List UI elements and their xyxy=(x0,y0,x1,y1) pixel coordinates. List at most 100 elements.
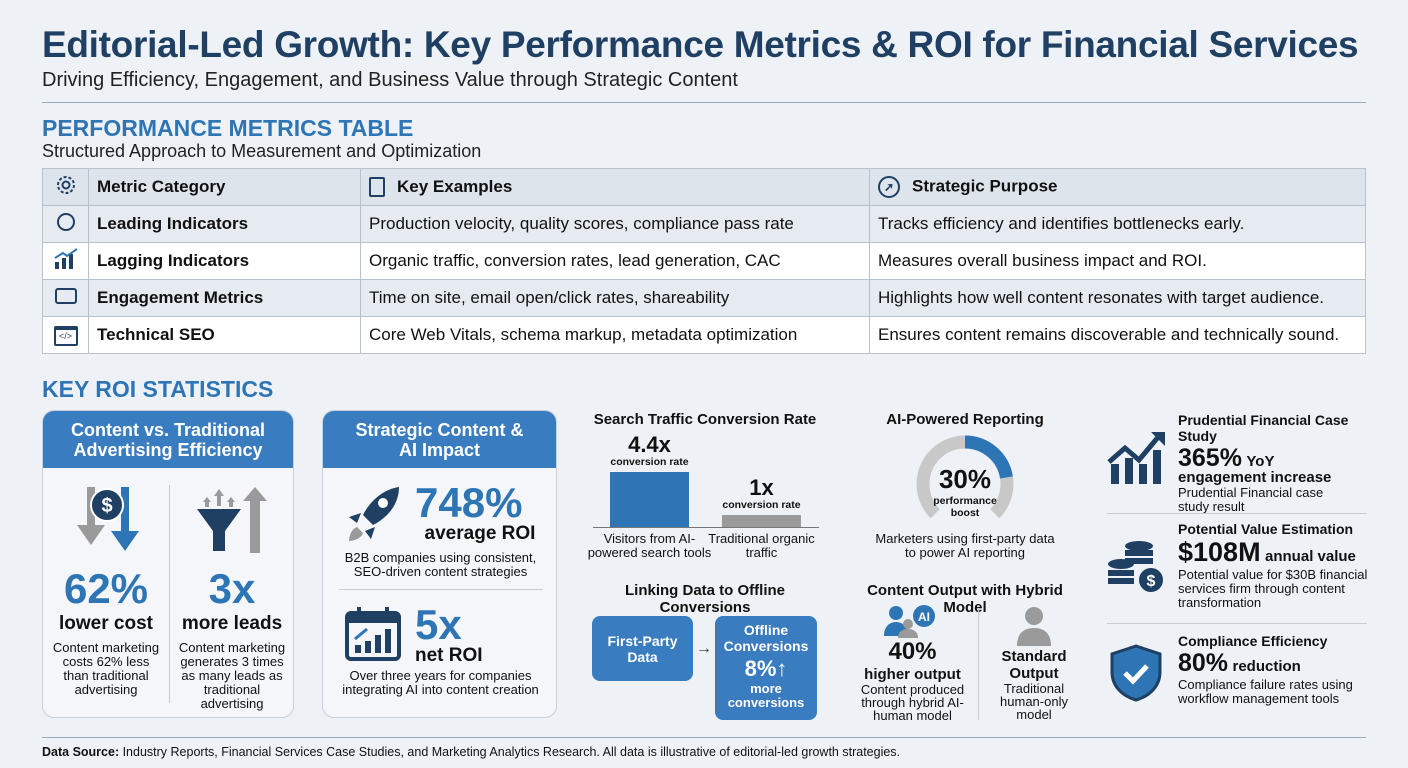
person-icon xyxy=(1017,607,1051,646)
divider xyxy=(42,102,1366,103)
metrics-table: Metric Category Key Examples ➚ Strategic … xyxy=(42,168,1366,354)
cell-examples: Time on site, email open/click rates, sh… xyxy=(360,279,870,317)
performance-gauge xyxy=(916,435,1014,519)
bar-unit-label: conversion rate xyxy=(610,456,689,468)
side-desc: Potential value for $30B financial servi… xyxy=(1178,567,1368,610)
roi-section-title: KEY ROI STATISTICS xyxy=(42,376,274,402)
cell-purpose: Ensures content remains discoverable and… xyxy=(869,316,1366,354)
side-suffix: YoY xyxy=(1246,453,1275,470)
side-value: $108M xyxy=(1178,537,1261,567)
net-roi-desc: Over three years for companies integrati… xyxy=(342,668,539,697)
funnel-leads-icon xyxy=(197,487,267,553)
standard-label: Standard Output xyxy=(1001,648,1067,682)
table-row: Engagement Metrics Time on site, email op… xyxy=(42,279,1366,317)
hybrid-desc: Content produced through hybrid AI-human… xyxy=(860,682,965,723)
cell-examples: Core Web Vitals, schema markup, metadata… xyxy=(360,316,870,354)
offline-desc: more conversions xyxy=(727,681,805,710)
rocket-icon xyxy=(349,487,399,541)
footer-source: Data Source: Industry Reports, Financial… xyxy=(42,745,901,759)
standard-desc: Traditional human-only model xyxy=(1000,681,1068,722)
ai-impact-card: Strategic Content & AI Impact 748% avera… xyxy=(322,410,557,718)
gauge-fill xyxy=(964,435,1013,479)
cursor-click-icon xyxy=(42,279,89,317)
hybrid-value: 40% xyxy=(888,638,937,665)
page-subtitle: Driving Efficiency, Engagement, and Busi… xyxy=(42,69,738,91)
cell-category: Lagging Indicators xyxy=(88,242,361,280)
bar-unit-label: conversion rate xyxy=(722,498,801,511)
column-header: ➚ Strategic Purpose xyxy=(869,168,1366,206)
side-desc: Compliance failure rates using workflow … xyxy=(1178,677,1353,706)
cell-category: Leading Indicators xyxy=(88,205,361,243)
ai-reporting-title: AI-Powered Reporting xyxy=(886,411,1044,428)
growth-chart-icon xyxy=(1107,432,1165,484)
cell-purpose: Measures overall business impact and ROI… xyxy=(869,242,1366,280)
leads-label: more leads xyxy=(181,613,283,634)
ai-reporting-desc: Marketers using first-party data to powe… xyxy=(875,531,1055,560)
net-roi-label: net ROI xyxy=(415,645,483,666)
cell-category: Technical SEO xyxy=(88,316,361,354)
human-ai-icon: AI xyxy=(884,605,935,638)
page-title: Editorial-Led Growth: Key Performance Me… xyxy=(42,24,1359,65)
table-section-subtitle: Structured Approach to Measurement and O… xyxy=(42,141,482,161)
side-suffix: annual value xyxy=(1265,548,1356,565)
table-section-title: PERFORMANCE METRICS TABLE xyxy=(42,115,414,141)
offline-conversions-box: Offline Conversions 8%↑ more conversions xyxy=(715,616,817,720)
offline-title: Linking Data to Offline Conversions xyxy=(625,582,785,616)
side-title: Compliance Efficiency xyxy=(1178,633,1328,649)
svg-text:$: $ xyxy=(1147,573,1156,590)
clipboard-icon xyxy=(369,177,385,198)
column-header: Key Examples xyxy=(360,168,870,206)
bar-category-label: Visitors from AI-powered search tools xyxy=(587,531,712,560)
hybrid-label: higher output xyxy=(864,666,961,683)
cell-examples: Organic traffic, conversion rates, lead … xyxy=(360,242,870,280)
cell-examples: Production velocity, quality scores, com… xyxy=(360,205,870,243)
column-header: Metric Category xyxy=(88,168,361,206)
arrow-up-icon: ↑ xyxy=(776,656,788,681)
table-header-row: Metric Category Key Examples ➚ Strategic … xyxy=(42,168,1366,206)
side-desc: Prudential Financial case study result xyxy=(1178,485,1324,514)
gauge-value: 30% xyxy=(938,464,992,494)
side-title: Potential Value Estimation xyxy=(1178,521,1354,537)
bar-value-label: 4.4x xyxy=(628,432,671,457)
card-title: Strategic Content & AI Impact xyxy=(323,411,556,468)
cost-desc: Content marketing costs 62% less than tr… xyxy=(52,640,160,697)
cost-down-icon: $ xyxy=(77,487,139,551)
cell-category: Engagement Metrics xyxy=(88,279,361,317)
side-title: Prudential Financial Case Study xyxy=(1178,412,1349,444)
bar-chart-icon xyxy=(42,242,89,280)
svg-text:$: $ xyxy=(101,495,112,517)
table-row: </> Technical SEO Core Web Vitals, schema … xyxy=(42,316,1366,354)
stopwatch-icon xyxy=(42,205,89,243)
svg-text:AI: AI xyxy=(918,610,930,624)
card-title: Content vs. Traditional Advertising Effi… xyxy=(43,411,293,468)
table-row: Leading Indicators Production velocity, q… xyxy=(42,205,1366,243)
roi-label: average ROI xyxy=(424,523,536,544)
bar-category-label: Traditional organic traffic xyxy=(708,531,815,560)
side-label: engagement increase xyxy=(1178,469,1332,486)
shield-check-icon xyxy=(1110,644,1162,702)
cost-label: lower cost xyxy=(59,613,153,634)
offline-label: Offline Conversions xyxy=(723,622,809,654)
roi-value: 748% xyxy=(415,479,523,526)
bar xyxy=(610,472,689,527)
code-window-icon: </> xyxy=(42,316,89,354)
roi-desc: B2B companies using consistent, SEO-driv… xyxy=(344,550,537,579)
bar-value-label: 1x xyxy=(749,474,774,500)
gear-icon xyxy=(42,168,89,206)
gauge-label: performance boost xyxy=(933,495,997,519)
leads-desc: Content marketing generates 3 times as m… xyxy=(178,640,286,711)
footer-divider xyxy=(42,737,1366,738)
side-value: 365% xyxy=(1178,444,1242,472)
cell-purpose: Highlights how well content resonates wi… xyxy=(869,279,1366,317)
arrow-right-icon: → xyxy=(696,640,712,657)
calendar-chart-icon xyxy=(345,607,401,661)
coins-icon: $ xyxy=(1108,541,1165,594)
cost-value: 62% xyxy=(63,565,149,612)
cell-purpose: Tracks efficiency and identifies bottlen… xyxy=(869,205,1366,243)
bar xyxy=(722,514,801,527)
side-value: 80% xyxy=(1178,649,1229,677)
leads-value: 3x xyxy=(208,565,256,612)
hybrid-title: Content Output with Hybrid Model xyxy=(867,582,1063,616)
first-party-data-box: First-Party Data xyxy=(592,616,693,681)
compass-icon: ➚ xyxy=(878,176,900,198)
